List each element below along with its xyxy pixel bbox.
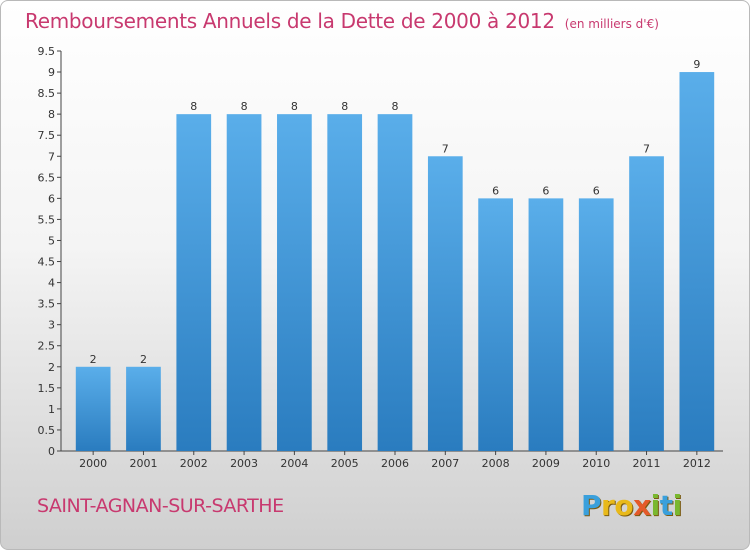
bar <box>75 366 111 451</box>
y-tick-label: 8.5 <box>38 87 56 100</box>
logo-letter: o <box>614 489 634 522</box>
y-tick-label: 5.5 <box>38 213 56 226</box>
bar <box>327 114 363 451</box>
bar-value-label: 8 <box>341 100 348 113</box>
y-tick-label: 0 <box>48 445 55 458</box>
logo-letter: t <box>659 489 673 522</box>
x-tick-label: 2006 <box>381 457 409 470</box>
y-tick-label: 3.5 <box>38 298 56 311</box>
bar <box>528 198 564 451</box>
y-tick-label: 2.5 <box>38 340 56 353</box>
x-tick-label: 2010 <box>582 457 610 470</box>
x-tick-label: 2007 <box>431 457 459 470</box>
x-tick-label: 2003 <box>230 457 258 470</box>
bar <box>377 114 413 451</box>
bar-value-label: 2 <box>140 353 147 366</box>
proxiti-logo: Proxiti <box>581 489 682 522</box>
x-tick-label: 2008 <box>482 457 510 470</box>
x-tick-label: 2000 <box>79 457 107 470</box>
bar-value-label: 8 <box>190 100 197 113</box>
chart-title: Remboursements Annuels de la Dette de 20… <box>25 9 659 33</box>
bar <box>226 114 262 451</box>
chart-unit: (en milliers d'€) <box>564 17 659 31</box>
y-tick-label: 9 <box>48 66 55 79</box>
x-tick-label: 2001 <box>129 457 157 470</box>
y-tick-label: 7.5 <box>38 129 56 142</box>
y-tick-label: 2 <box>48 361 55 374</box>
x-tick-label: 2002 <box>180 457 208 470</box>
x-tick-label: 2009 <box>532 457 560 470</box>
y-tick-label: 4.5 <box>38 256 56 269</box>
y-tick-label: 6.5 <box>38 171 56 184</box>
bar-value-label: 7 <box>643 142 650 155</box>
bar-value-label: 8 <box>291 100 298 113</box>
x-tick-label: 2012 <box>683 457 711 470</box>
y-tick-label: 7 <box>48 150 55 163</box>
logo-letter: r <box>601 489 615 522</box>
bar-value-label: 8 <box>392 100 399 113</box>
bar <box>427 156 463 451</box>
y-tick-label: 9.5 <box>38 45 56 58</box>
x-tick-label: 2011 <box>633 457 661 470</box>
y-tick-label: 1 <box>48 403 55 416</box>
y-tick-label: 0.5 <box>38 424 56 437</box>
y-tick-label: 3 <box>48 319 55 332</box>
bar <box>126 366 161 451</box>
commune-name: SAINT-AGNAN-SUR-SARTHE <box>37 495 284 517</box>
bar-value-label: 6 <box>593 184 600 197</box>
bar <box>277 114 312 451</box>
logo-letter: i <box>650 489 661 522</box>
x-tick-label: 2005 <box>331 457 359 470</box>
bar-value-label: 6 <box>492 184 499 197</box>
bar-value-label: 7 <box>442 142 449 155</box>
logo-letter: i <box>672 489 683 522</box>
bar <box>578 198 614 451</box>
bar <box>629 156 664 451</box>
bar <box>679 72 715 451</box>
x-tick-label: 2004 <box>280 457 308 470</box>
bar-value-label: 2 <box>90 353 97 366</box>
y-tick-label: 1.5 <box>38 382 56 395</box>
y-tick-label: 4 <box>48 277 55 290</box>
bar-value-label: 8 <box>241 100 248 113</box>
y-tick-label: 5 <box>48 234 55 247</box>
y-tick-label: 8 <box>48 108 55 121</box>
bar <box>176 114 212 451</box>
bar-value-label: 6 <box>542 184 549 197</box>
y-tick-label: 6 <box>48 192 55 205</box>
chart-title-text: Remboursements Annuels de la Dette de 20… <box>25 9 555 33</box>
logo-letter: P <box>581 489 602 522</box>
bar <box>478 198 513 451</box>
logo-letter: x <box>633 489 651 522</box>
bar-value-label: 9 <box>693 58 700 71</box>
